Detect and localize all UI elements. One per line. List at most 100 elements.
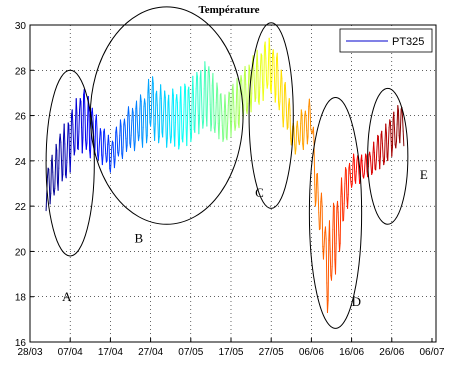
series-segment — [272, 49, 275, 59]
annotation-ellipse-d — [308, 96, 363, 329]
series-segment — [88, 108, 91, 152]
series-segment — [231, 88, 233, 123]
series-segment — [57, 167, 60, 191]
series-segment — [45, 193, 48, 212]
series-segment — [86, 119, 89, 144]
series-segment — [132, 107, 134, 113]
series-segment — [361, 154, 363, 167]
series-segment — [123, 118, 126, 127]
series-segment — [355, 170, 357, 184]
series-segment — [49, 192, 52, 205]
series-segment — [148, 97, 151, 124]
series-segment — [178, 102, 181, 146]
series-segment — [144, 98, 146, 105]
series-segment — [160, 84, 162, 99]
series-segment — [204, 61, 207, 73]
series-segment — [393, 127, 396, 146]
series-segment — [63, 123, 66, 145]
series-segment — [68, 124, 71, 157]
series-segment — [134, 108, 137, 143]
series-segment — [65, 161, 68, 179]
series-segment — [297, 129, 300, 142]
series-segment — [104, 140, 107, 155]
series-segment — [357, 158, 360, 175]
series-segment — [164, 96, 167, 132]
series-segment — [170, 106, 173, 138]
series-segment — [333, 202, 335, 208]
series-segment — [192, 75, 194, 95]
series-segment — [280, 69, 283, 79]
series-segment — [150, 94, 153, 118]
series-segment — [234, 125, 237, 131]
series-segment — [381, 130, 383, 144]
annotation-ellipse-a — [45, 69, 95, 257]
series-segment — [103, 128, 106, 142]
series-segment — [328, 220, 331, 250]
series-segment — [286, 114, 288, 130]
series-segment — [321, 205, 324, 248]
series-segment — [387, 143, 389, 162]
series-segment — [253, 68, 255, 87]
series-segment — [262, 84, 265, 101]
series-segment — [154, 123, 156, 141]
series-segment — [379, 134, 382, 158]
series-segment — [275, 57, 278, 95]
series-segment — [279, 85, 282, 103]
series-segment — [91, 107, 94, 120]
series-segment — [109, 160, 112, 173]
series-segment — [303, 115, 306, 137]
series-segment — [314, 199, 317, 207]
series-segment — [180, 111, 183, 140]
series-segment — [255, 66, 257, 99]
series-segment — [263, 45, 265, 86]
series-segment — [363, 173, 365, 179]
series-segment — [246, 103, 249, 115]
series-segment — [269, 50, 272, 90]
series-segment — [230, 121, 233, 138]
y-tick-label: 20 — [15, 247, 27, 258]
annotation-ellipse-e — [367, 87, 409, 225]
series-segment — [106, 143, 109, 162]
series-segment — [287, 104, 290, 128]
series-segment — [117, 150, 120, 157]
series-segment — [232, 83, 235, 103]
series-segment — [233, 101, 235, 122]
series-segment — [120, 125, 123, 155]
series-segment — [119, 119, 122, 127]
series-segment — [102, 131, 105, 157]
series-segment — [59, 133, 62, 143]
series-segment — [265, 57, 267, 80]
series-segment — [373, 141, 375, 154]
series-segment — [335, 207, 338, 244]
series-segment — [308, 98, 311, 110]
series-segment — [201, 94, 203, 119]
series-segment — [150, 116, 152, 127]
series-segment — [156, 104, 159, 126]
series-segment — [152, 76, 154, 84]
series-segment — [74, 120, 77, 152]
series-segment — [291, 126, 294, 136]
series-segment — [264, 41, 267, 59]
series-segment — [317, 191, 320, 214]
series-segment — [281, 77, 284, 117]
series-segment — [285, 97, 288, 116]
series-segment — [238, 106, 241, 129]
series-segment — [266, 83, 269, 89]
series-segment — [367, 154, 370, 168]
series-segment — [276, 52, 279, 72]
series-segment — [391, 119, 394, 148]
series-segment — [319, 201, 322, 230]
legend-label: PT325 — [392, 36, 424, 48]
series-segment — [61, 173, 64, 182]
series-segment — [243, 75, 245, 111]
series-segment — [259, 67, 261, 89]
series-segment — [53, 187, 56, 196]
series-segment — [397, 105, 399, 111]
series-segment — [343, 183, 346, 205]
series-segment — [180, 86, 182, 112]
series-segment — [379, 156, 381, 170]
series-segment — [125, 144, 128, 152]
series-segment — [307, 106, 310, 138]
series-segment — [218, 119, 221, 140]
